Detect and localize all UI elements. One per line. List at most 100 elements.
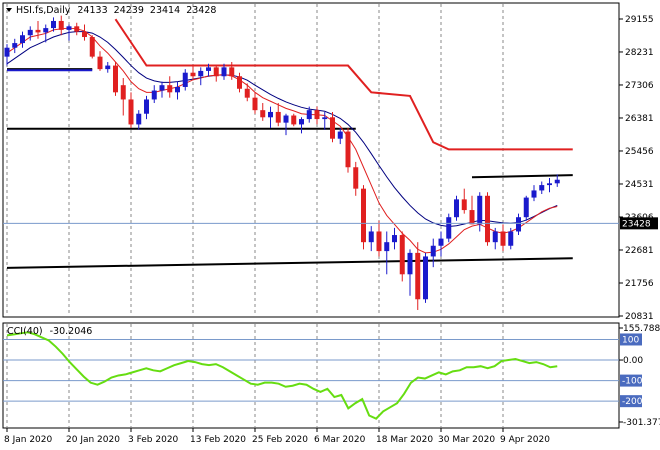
candle	[314, 106, 320, 125]
candle-body	[523, 197, 529, 218]
price-tick-label: 27306	[625, 81, 654, 91]
cci-grid	[6, 324, 504, 427]
candle	[446, 213, 452, 243]
candle	[539, 181, 545, 195]
candle	[51, 17, 56, 32]
cci-level-tag	[620, 374, 642, 387]
candle-body	[508, 231, 514, 246]
candle-body	[469, 210, 475, 225]
candle	[213, 65, 219, 82]
candle-body	[291, 115, 297, 125]
high-value: 24239	[114, 5, 144, 16]
candle	[66, 24, 72, 41]
candle-body	[268, 111, 273, 118]
cci-value: -30.2046	[50, 326, 93, 337]
candle	[299, 117, 304, 134]
candle	[430, 238, 436, 268]
candle-body	[554, 179, 560, 184]
trend-line	[471, 174, 573, 179]
cci-header: CCI(40) -30.2046	[7, 326, 92, 337]
candle	[508, 227, 514, 250]
candle-body	[35, 29, 41, 33]
candle-body	[330, 117, 335, 139]
candle-body	[213, 67, 219, 77]
candle-body	[454, 199, 459, 218]
candle-body	[337, 131, 343, 139]
time-tick-label: 25 Feb 2020	[252, 435, 308, 445]
candle	[206, 63, 211, 77]
candle-body	[368, 231, 374, 243]
candle	[237, 72, 242, 93]
candle-body	[275, 111, 281, 123]
candle-body	[97, 56, 103, 70]
candle	[423, 252, 428, 303]
time-tick-label: 8 Jan 2020	[4, 435, 52, 445]
candle-body	[198, 70, 204, 77]
candle-body	[89, 37, 95, 57]
chart-header: HSI.fs,Daily 24133 24239 23414 23428	[6, 5, 216, 16]
candle	[330, 111, 335, 143]
candle-body	[477, 195, 483, 225]
candle	[182, 69, 188, 91]
candle-body	[361, 188, 366, 243]
candle-body	[82, 31, 87, 38]
candle	[337, 128, 343, 145]
candle-body	[167, 85, 173, 93]
cci-pane	[2, 322, 620, 429]
candle-body	[516, 217, 521, 232]
time-tick-label: 6 Mar 2020	[314, 435, 366, 445]
candle-body	[66, 26, 72, 30]
cci-tick-label: 155.7882	[623, 324, 660, 334]
candle	[361, 185, 366, 250]
dropdown-triangle-icon[interactable]	[6, 8, 12, 12]
candle-body	[446, 217, 452, 239]
candle-body	[221, 67, 227, 77]
open-value: 24133	[77, 5, 107, 16]
candle	[500, 224, 506, 252]
candle-body	[399, 235, 405, 275]
candle	[516, 213, 521, 236]
close-value: 23428	[186, 5, 216, 16]
cci-level-tag	[620, 333, 642, 346]
candle	[283, 113, 289, 136]
candle-body	[539, 185, 545, 191]
candle-body	[58, 20, 64, 30]
candle	[252, 92, 258, 114]
price-tick-label: 20831	[625, 312, 654, 322]
candle-body	[322, 117, 328, 120]
candle	[244, 83, 250, 102]
candle	[454, 195, 459, 221]
candle	[438, 231, 444, 257]
candle-body	[306, 110, 312, 120]
candle-body	[113, 65, 118, 93]
candle	[345, 128, 351, 173]
candle	[221, 63, 227, 80]
candle-body	[438, 238, 444, 246]
candle	[268, 106, 273, 129]
candle	[144, 95, 149, 120]
candle	[190, 65, 196, 80]
candle-body	[229, 67, 235, 77]
candle	[399, 231, 405, 282]
candle-body	[4, 47, 10, 57]
trend-line	[114, 18, 573, 151]
candle-body	[415, 252, 421, 300]
candle	[113, 61, 118, 96]
last-price-label: 23428	[622, 219, 651, 229]
price-tick-label: 26381	[625, 114, 654, 124]
cci-axis: 155.7882100 0.00 -100 -200 -301.377	[619, 324, 660, 428]
candle	[306, 106, 312, 123]
price-tick-label: 25456	[625, 147, 654, 157]
candle-body	[384, 242, 390, 252]
candle	[20, 31, 25, 48]
price-tick-label: 24531	[625, 180, 654, 190]
candle-body	[376, 231, 382, 252]
candle-body	[136, 113, 142, 125]
candle	[392, 227, 397, 250]
candle-body	[159, 85, 165, 91]
candle	[368, 226, 374, 252]
candle-body	[461, 199, 467, 211]
time-tick-label: 18 Mar 2020	[376, 435, 433, 445]
price-tick-label: 22681	[625, 246, 654, 256]
candle-body	[12, 43, 18, 48]
